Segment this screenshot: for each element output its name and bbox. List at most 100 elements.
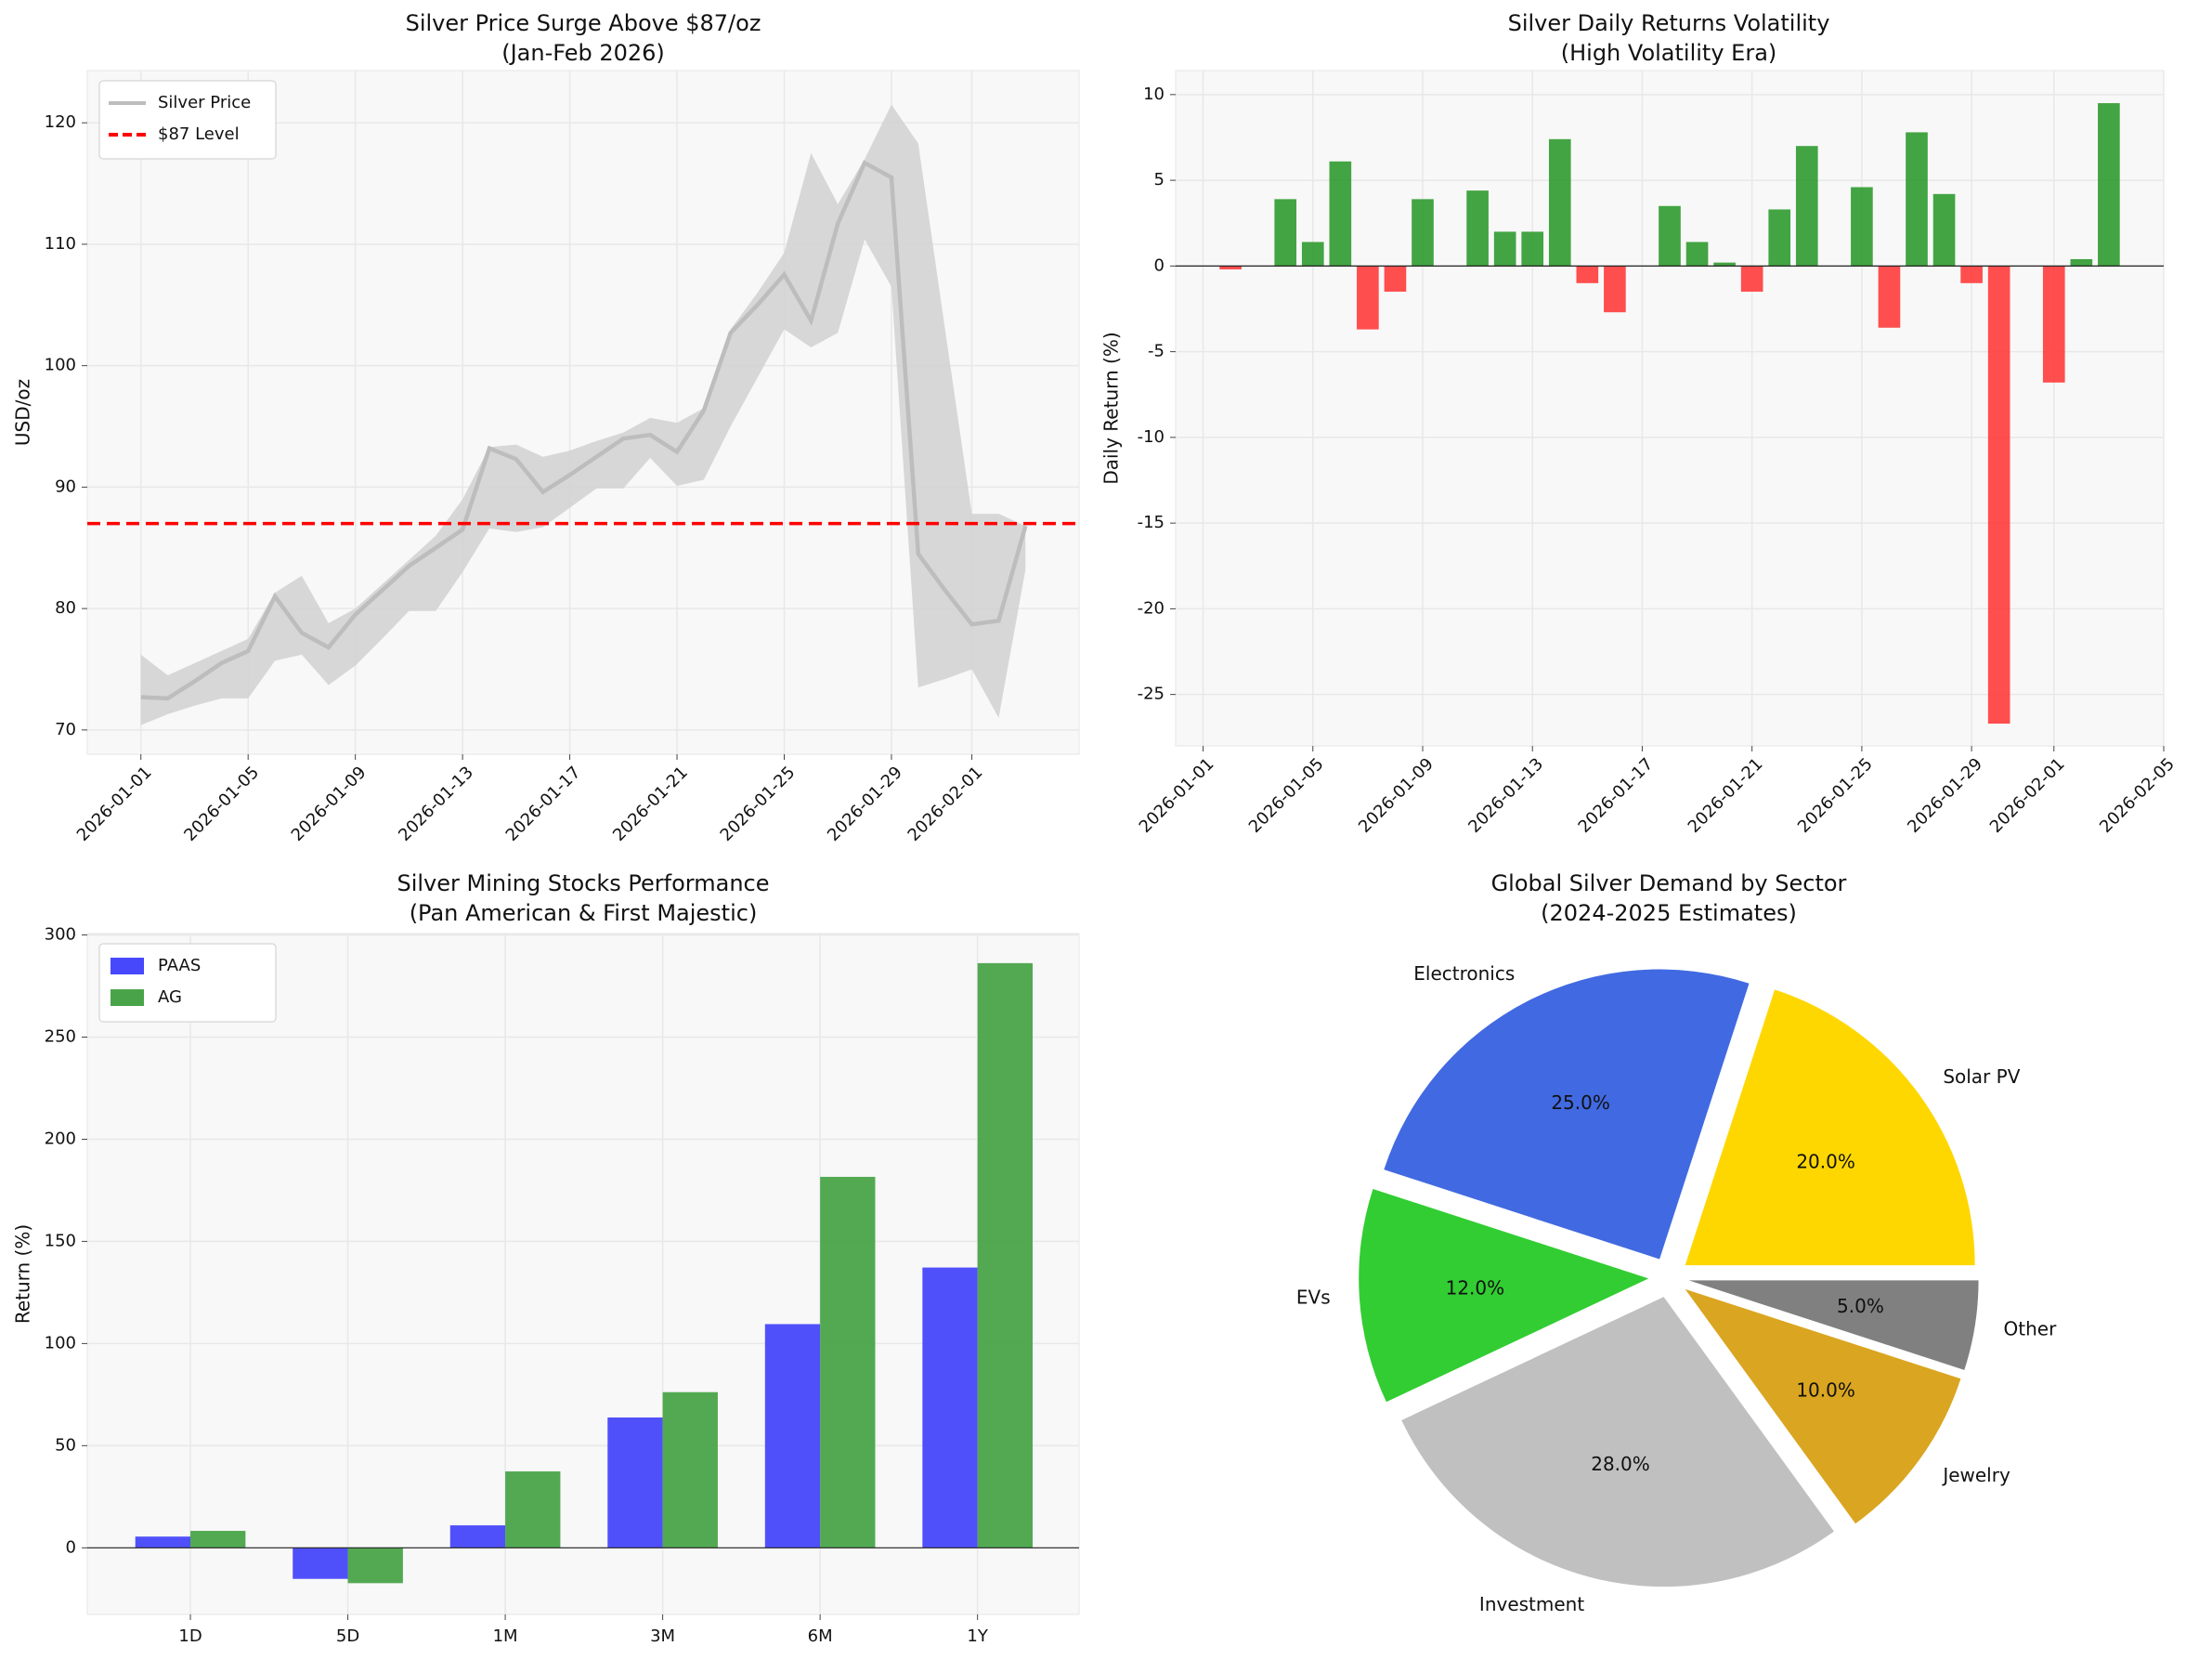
return-bar xyxy=(2042,266,2065,383)
return-bar xyxy=(1685,242,1709,267)
return-bar xyxy=(449,1525,506,1548)
return-bar xyxy=(293,1548,348,1579)
return-bar xyxy=(1384,266,1407,293)
x-tick-label: 2026-01-17 xyxy=(502,763,585,845)
x-tick-label: 1D xyxy=(178,1626,202,1646)
return-bar xyxy=(1740,266,1763,293)
chart-subtitle: (2024-2025 Estimates) xyxy=(1541,900,1797,926)
y-tick-label: 100 xyxy=(45,356,76,375)
return-bar xyxy=(1274,199,1297,267)
return-bar xyxy=(1548,138,1571,267)
y-tick-label: 100 xyxy=(45,1333,76,1352)
slice-percent: 25.0% xyxy=(1551,1091,1610,1114)
return-bar xyxy=(1713,262,1736,267)
return-bar xyxy=(1357,266,1379,330)
y-tick-label: -10 xyxy=(1138,427,1165,447)
chart-subtitle: (Jan-Feb 2026) xyxy=(501,40,665,66)
return-bar xyxy=(662,1391,718,1548)
pie-slice xyxy=(1401,1297,1834,1587)
return-bar xyxy=(1659,205,1681,267)
x-tick-label: 2026-01-29 xyxy=(824,763,906,845)
legend-swatch xyxy=(111,958,144,974)
x-tick-label: 2026-01-01 xyxy=(73,763,156,845)
price-band xyxy=(140,104,1026,725)
y-axis-label: USD/oz xyxy=(12,379,34,446)
pie-slice xyxy=(1685,989,1975,1266)
y-tick-label: -15 xyxy=(1138,513,1165,532)
return-bar xyxy=(1329,161,1352,267)
return-bar xyxy=(1795,146,1818,267)
y-axis-label: Return (%) xyxy=(12,1224,34,1324)
y-tick-label: 300 xyxy=(45,925,76,945)
return-bar xyxy=(1768,209,1791,267)
x-tick-label: 2026-01-09 xyxy=(1355,754,1438,837)
slice-label: Investment xyxy=(1479,1593,1584,1615)
slice-percent: 5.0% xyxy=(1837,1295,1884,1317)
chart-title: Silver Daily Returns Volatility xyxy=(1508,10,1830,36)
legend-label: PAAS xyxy=(158,956,201,975)
return-bar xyxy=(922,1267,978,1548)
slice-label: Electronics xyxy=(1413,962,1515,985)
return-bar xyxy=(190,1531,246,1548)
y-tick-label: 250 xyxy=(45,1027,76,1047)
chart-title: Silver Price Surge Above $87/oz xyxy=(406,10,761,36)
x-tick-label: 2026-01-25 xyxy=(1794,754,1877,837)
return-bar xyxy=(1906,132,1928,267)
legend-swatch xyxy=(111,989,144,1006)
x-tick-label: 2026-01-21 xyxy=(609,763,692,845)
slice-label: Jewelry xyxy=(1941,1464,2010,1486)
return-bar xyxy=(2098,103,2120,267)
return-bar xyxy=(1219,266,1242,270)
return-bar xyxy=(1878,266,1901,328)
y-tick-label: -20 xyxy=(1138,598,1165,618)
y-tick-label: 150 xyxy=(45,1231,76,1250)
x-tick-label: 2026-01-13 xyxy=(1464,754,1547,837)
return-bar xyxy=(505,1471,561,1548)
return-bar xyxy=(1521,231,1544,267)
legend-label: AG xyxy=(158,987,182,1007)
y-tick-label: 200 xyxy=(45,1129,76,1148)
price-line xyxy=(140,160,1028,701)
pie-slice xyxy=(1384,969,1750,1260)
chart-subtitle: (Pan American & First Majestic) xyxy=(410,900,758,926)
y-tick-label: 80 xyxy=(55,598,76,618)
pie-slice xyxy=(1359,1188,1649,1403)
x-tick-label: 5D xyxy=(336,1626,359,1646)
x-tick-label: 3M xyxy=(650,1626,675,1646)
x-tick-label: 2026-01-13 xyxy=(395,763,477,845)
y-tick-label: 120 xyxy=(45,112,76,132)
slice-label: Solar PV xyxy=(1943,1065,2020,1088)
x-tick-label: 2026-02-01 xyxy=(1986,754,2069,837)
plot-area xyxy=(1175,70,2165,747)
x-tick-label: 2026-01-01 xyxy=(1136,754,1218,837)
chart-title: Global Silver Demand by Sector xyxy=(1491,870,1847,896)
y-tick-label: 90 xyxy=(55,477,76,496)
y-tick-label: -5 xyxy=(1148,342,1165,361)
x-tick-label: 2026-01-05 xyxy=(1245,754,1328,837)
return-bar xyxy=(1493,231,1516,267)
x-tick-label: 2026-01-17 xyxy=(1575,754,1658,837)
x-tick-label: 2026-02-01 xyxy=(904,763,987,845)
x-tick-label: 2026-01-05 xyxy=(180,763,263,845)
return-bar xyxy=(1301,242,1324,267)
return-bar xyxy=(1851,187,1873,267)
x-tick-label: 6M xyxy=(808,1626,833,1646)
slice-percent: 10.0% xyxy=(1796,1378,1855,1401)
legend-label: Silver Price xyxy=(158,93,251,112)
y-tick-label: 0 xyxy=(66,1537,76,1557)
y-tick-label: 10 xyxy=(1143,85,1165,104)
pie-slice xyxy=(1688,1280,1979,1370)
legend-box xyxy=(98,80,277,160)
y-axis-label: Daily Return (%) xyxy=(1100,332,1123,484)
chart-title: Silver Mining Stocks Performance xyxy=(397,870,769,896)
return-bar xyxy=(135,1536,191,1548)
return-bar xyxy=(1576,266,1599,283)
slice-percent: 12.0% xyxy=(1446,1277,1505,1300)
plot-area xyxy=(86,933,1080,1615)
return-bar xyxy=(977,962,1033,1548)
x-tick-label: 2026-01-09 xyxy=(288,763,371,845)
y-tick-label: 0 xyxy=(1154,255,1165,275)
slice-label: Other xyxy=(2004,1318,2058,1340)
return-bar xyxy=(2070,258,2093,267)
